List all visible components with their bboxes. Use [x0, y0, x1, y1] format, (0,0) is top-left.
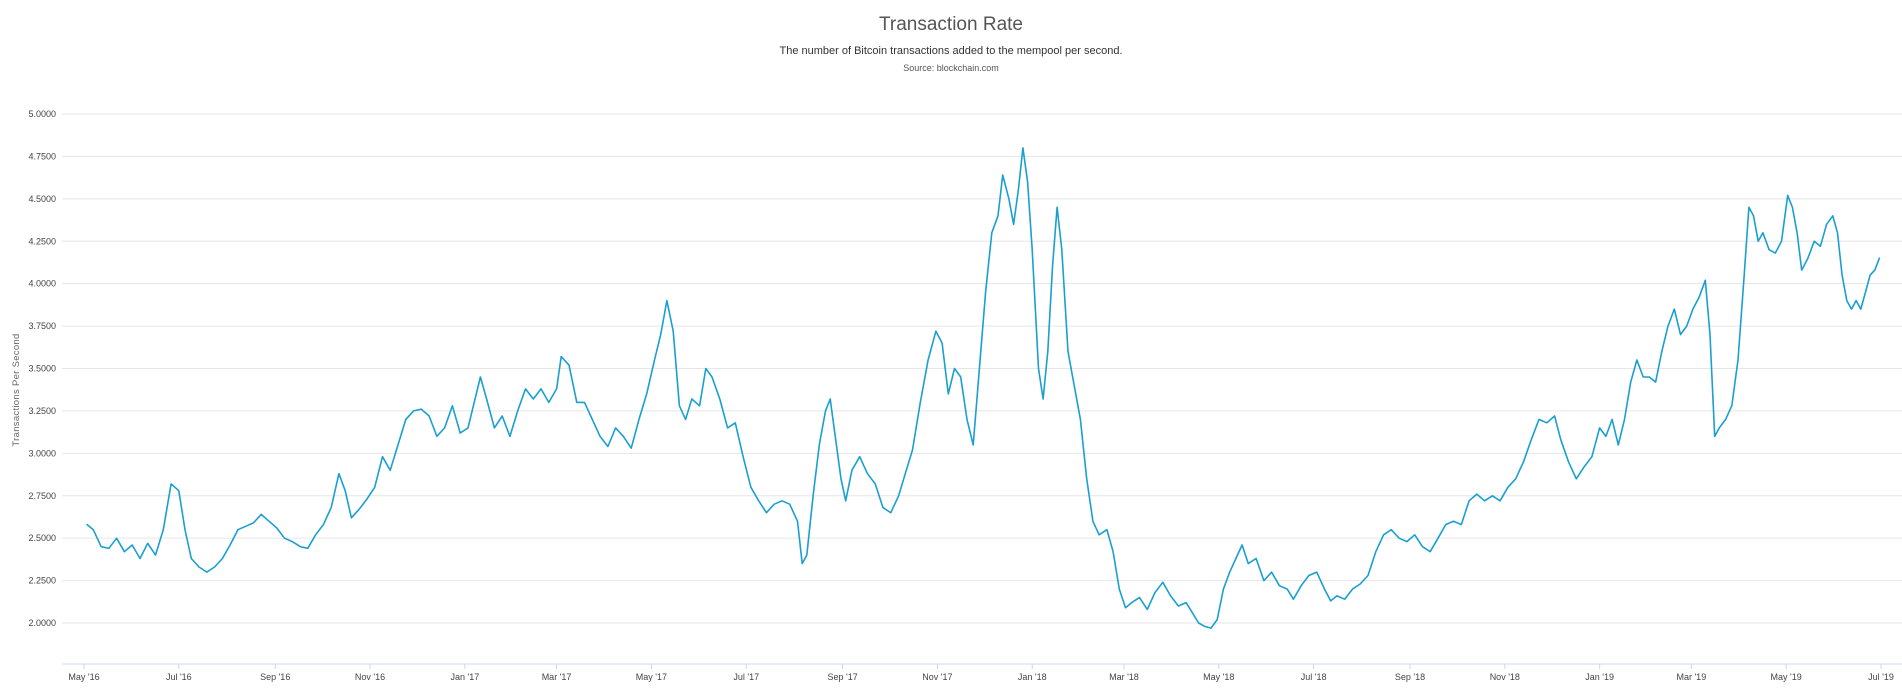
- y-tick-label: 4.5000: [28, 194, 56, 204]
- series-line: [86, 147, 1881, 629]
- y-tick-label: 2.7500: [28, 491, 56, 501]
- x-tick-label: May '17: [636, 672, 667, 682]
- x-tick-label: Mar '19: [1676, 672, 1706, 682]
- chart-title: Transaction Rate: [879, 14, 1023, 35]
- x-axis: May '16 Jul '16 Sep '16 Nov '16 Jan '17 Mar '…: [68, 664, 1894, 682]
- chart-source: Source: blockchain.com: [903, 63, 999, 73]
- y-tick-label: 5.0000: [28, 109, 56, 119]
- x-tick-label: Mar '17: [542, 672, 572, 682]
- y-tick-label: 3.0000: [28, 448, 56, 458]
- x-tick-label: May '18: [1203, 672, 1234, 682]
- x-tick-label: Mar '18: [1109, 672, 1139, 682]
- x-tick-label: Jan '18: [1018, 672, 1047, 682]
- x-tick-label: May '19: [1771, 672, 1802, 682]
- x-tick-label: Jul '18: [1301, 672, 1327, 682]
- x-tick-label: Jul '17: [733, 672, 759, 682]
- x-tick-label: Nov '17: [922, 672, 952, 682]
- y-axis-label: Transactions Per Second: [11, 333, 22, 446]
- x-tick-label: Sep '18: [1395, 672, 1425, 682]
- y-tick-label: 4.0000: [28, 279, 56, 289]
- x-tick-label: Jan '19: [1585, 672, 1614, 682]
- x-tick-label: Jan '17: [450, 672, 479, 682]
- y-tick-label: 3.2500: [28, 406, 56, 416]
- x-tick-label: Nov '16: [355, 672, 385, 682]
- y-tick-label: 3.7500: [28, 321, 56, 331]
- x-tick-label: Sep '16: [260, 672, 290, 682]
- y-tick-label: 2.5000: [28, 533, 56, 543]
- x-tick-label: Sep '17: [827, 672, 857, 682]
- x-tick-label: Jul '16: [166, 672, 192, 682]
- y-axis: 2.0000 2.2500 2.5000 2.7500 3.0000 3.2500 3.50…: [28, 109, 56, 628]
- series-layer: [86, 147, 1881, 629]
- x-tick-label: Jul '19: [1868, 672, 1894, 682]
- x-tick-label: Nov '18: [1490, 672, 1520, 682]
- gridlines: [62, 113, 1902, 665]
- y-tick-label: 3.5000: [28, 364, 56, 374]
- y-tick-label: 2.0000: [28, 618, 56, 628]
- y-tick-label: 4.7500: [28, 151, 56, 161]
- chart-subtitle: The number of Bitcoin transactions added…: [779, 45, 1123, 57]
- y-tick-label: 4.2500: [28, 236, 56, 246]
- y-tick-label: 2.2500: [28, 576, 56, 586]
- x-tick-label: May '16: [68, 672, 99, 682]
